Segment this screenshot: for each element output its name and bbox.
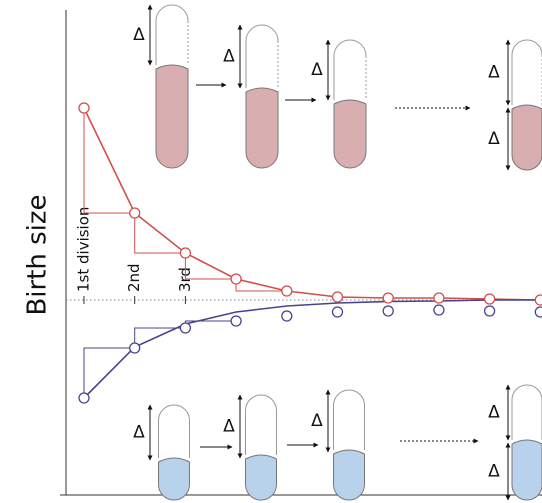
cell-outline	[246, 395, 277, 455]
chart: Birth size ΔΔΔΔΔΔΔΔΔΔ 1st division2nd3rd	[0, 0, 542, 503]
data-point	[282, 286, 292, 296]
cell-body	[512, 440, 542, 500]
delta-label: Δ	[488, 403, 500, 423]
cell-outline	[159, 405, 190, 458]
cell-body	[334, 450, 365, 500]
delta-label: Δ	[488, 462, 500, 482]
delta-label: Δ	[488, 129, 500, 149]
data-point	[79, 393, 89, 403]
cell-body	[159, 458, 190, 500]
y-axis-label: Birth size	[23, 194, 53, 315]
delta-label: Δ	[223, 417, 235, 437]
cell-outline	[334, 390, 365, 450]
delta-label: Δ	[133, 25, 145, 45]
data-point	[535, 307, 542, 317]
data-point	[130, 343, 140, 353]
delta-label: Δ	[311, 60, 323, 80]
x-tick-label: 1st division	[75, 207, 93, 292]
data-point	[535, 295, 542, 305]
cell-body	[246, 455, 277, 500]
fit-line	[84, 108, 540, 300]
data-point	[180, 248, 190, 258]
cell-outline	[334, 40, 366, 100]
data-point	[79, 103, 89, 113]
data-point	[333, 307, 343, 317]
cell-body	[246, 88, 278, 168]
fit-line	[84, 300, 540, 398]
data-point	[180, 323, 190, 333]
data-point	[231, 274, 241, 284]
data-point	[130, 208, 140, 218]
data-point	[485, 294, 495, 304]
cell-outline	[156, 5, 188, 65]
data-point	[333, 292, 343, 302]
x-tick-label: 2nd	[125, 263, 143, 292]
data-point	[434, 305, 444, 315]
step-arrow	[135, 328, 186, 348]
cell-body	[512, 105, 542, 170]
cell-outline	[512, 40, 542, 105]
data-point	[434, 293, 444, 303]
data-point	[383, 306, 393, 316]
data-point	[282, 311, 292, 321]
delta-label: Δ	[223, 47, 235, 67]
data-point	[231, 316, 241, 326]
cell-outline	[246, 25, 278, 88]
delta-label: Δ	[488, 63, 500, 83]
delta-label: Δ	[133, 423, 145, 443]
data-point	[485, 306, 495, 316]
cell-body	[156, 65, 188, 168]
cell-body	[334, 100, 366, 168]
cell-diagrams: Δ Δ Δ Δ Δ Δ Δ Δ Δ Δ	[133, 5, 542, 500]
delta-label: Δ	[311, 411, 323, 431]
cell-outline	[512, 385, 542, 440]
data-point	[383, 293, 393, 303]
